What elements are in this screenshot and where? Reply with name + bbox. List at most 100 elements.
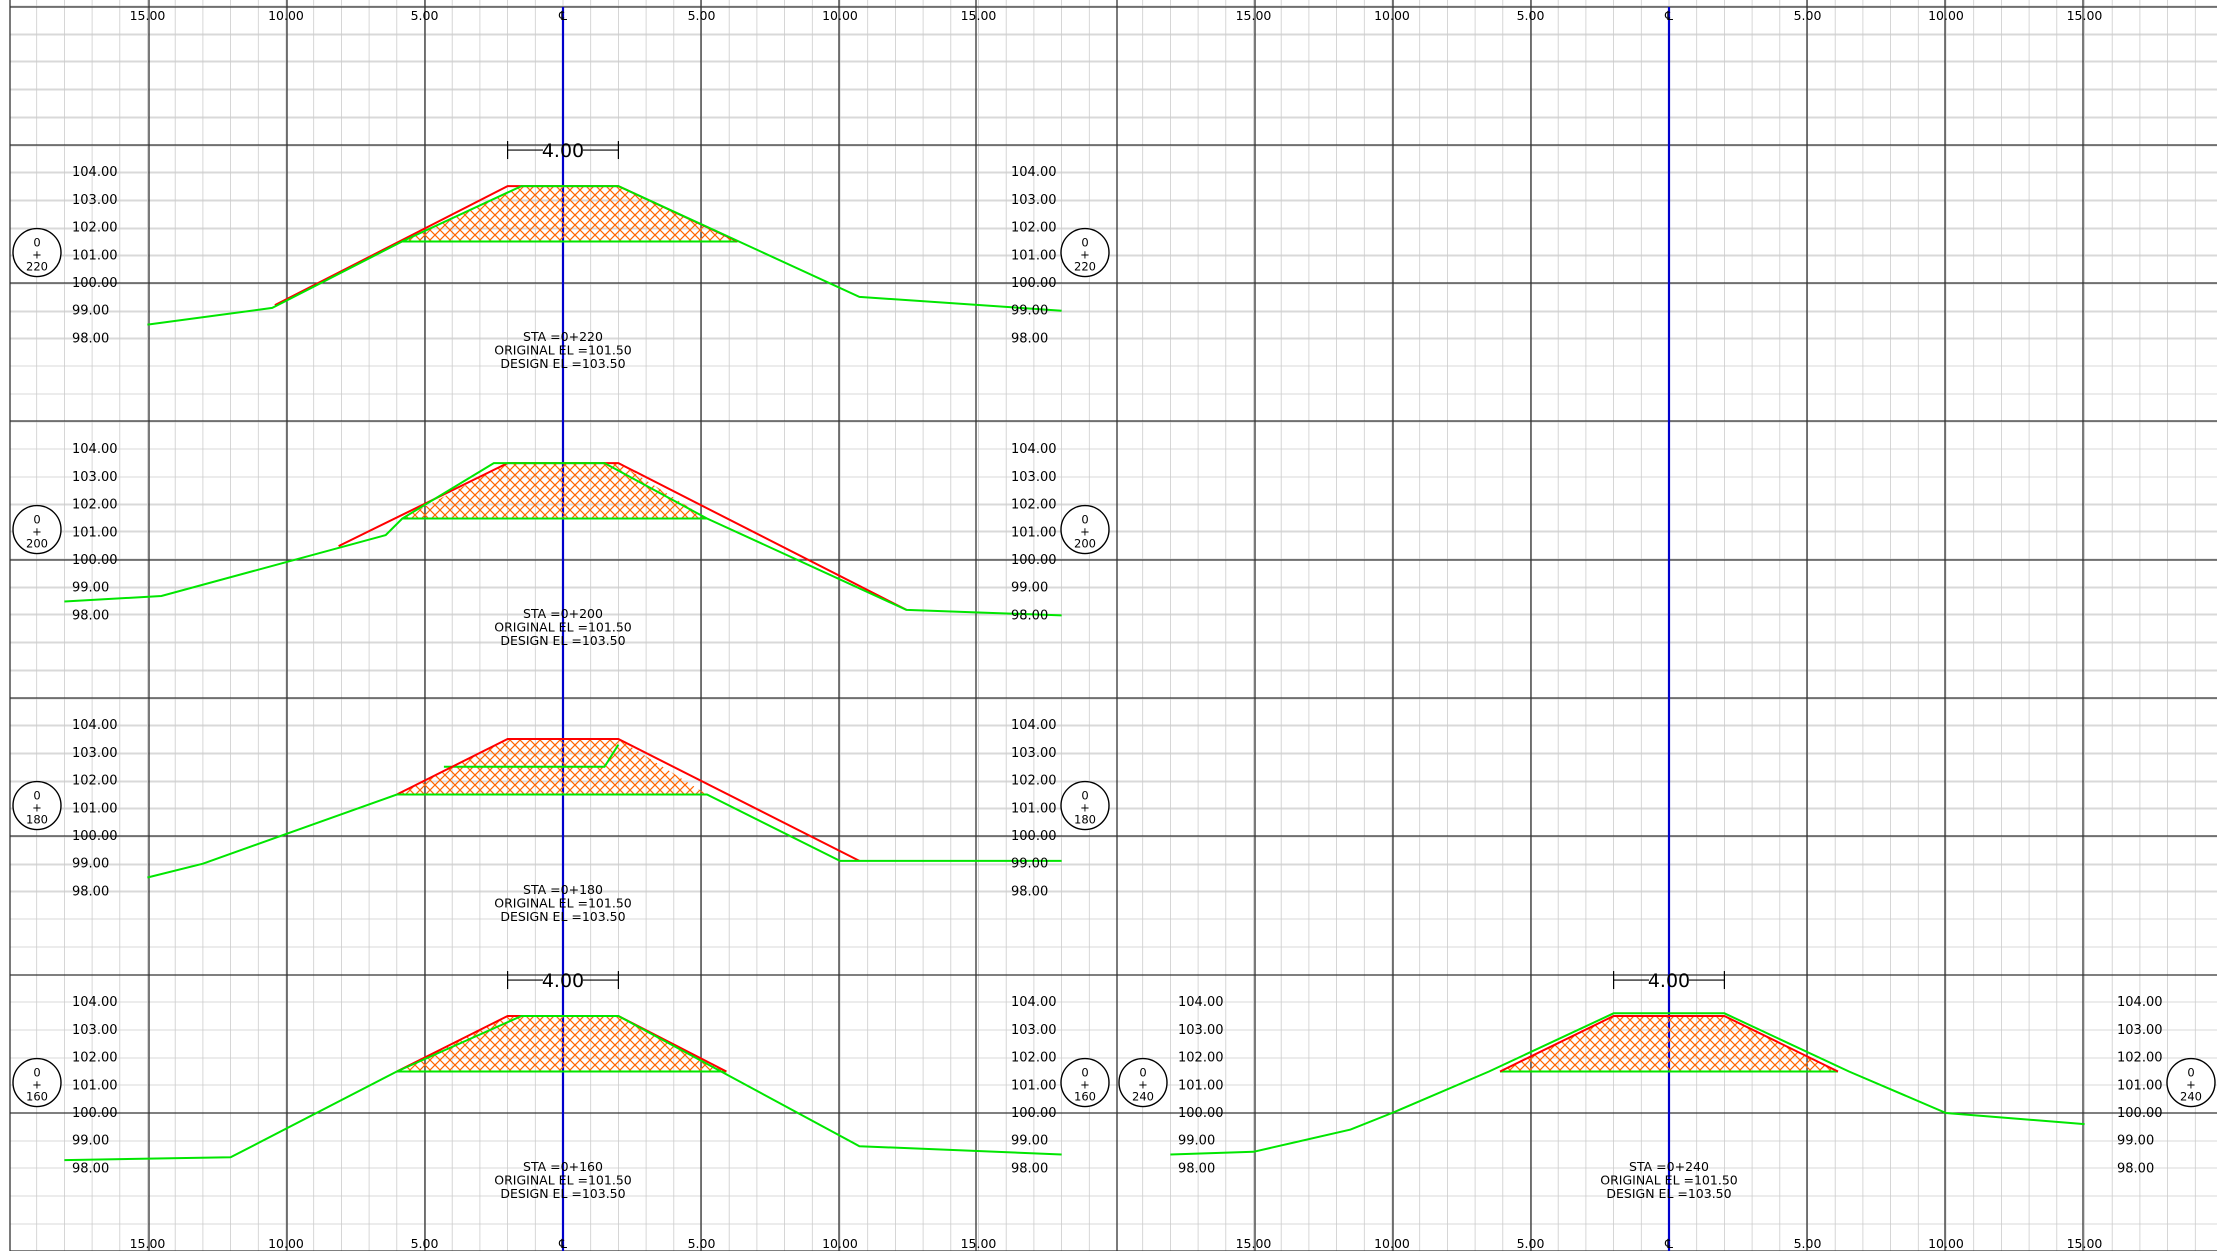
station-bubble-top: 0 [1081, 236, 1088, 250]
inner-bench-line [443, 744, 620, 768]
section-info-line: DESIGN EL =103.50 [500, 633, 625, 648]
offset-scale-label-top: 5.00 [1517, 8, 1545, 23]
station-bubble [12, 1057, 62, 1108]
station-bubble-bottom: 200 [1074, 537, 1096, 551]
offset-scale-label-bottom: 10.00 [1374, 1236, 1410, 1251]
original-ground-line [64, 1015, 1062, 1162]
elevation-label-left: 104.00 [72, 718, 118, 733]
station-bubble [1060, 227, 1110, 278]
offset-scale-label-bottom: 15.00 [2067, 1236, 2103, 1251]
station-bubble-top: 0 [1081, 513, 1088, 527]
station-bubble-top: 0 [33, 1066, 40, 1080]
elevation-label-right: 98.00 [2117, 1161, 2154, 1176]
offset-scale-label-bottom: 5.00 [1794, 1236, 1822, 1251]
elevation-label-left: 100.00 [72, 553, 118, 568]
station-bubble-top: 0 [1081, 1066, 1088, 1080]
elevation-label-right: 103.00 [1011, 746, 1057, 761]
elevation-label-left: 101.00 [72, 1078, 118, 1093]
elevation-label-right: 104.00 [2117, 995, 2163, 1010]
elevation-label-right: 101.00 [1011, 1078, 1057, 1093]
section-info-line: ORIGINAL EL =101.50 [494, 1173, 632, 1188]
original-ground-line [147, 185, 1062, 326]
offset-scale-label-top: 15.00 [961, 8, 997, 23]
major-grid [9, 0, 2217, 1251]
elevation-label-right: 100.00 [2117, 1106, 2163, 1121]
elevation-label-right: 102.00 [1011, 221, 1057, 236]
design-section-line [396, 738, 860, 862]
offset-scale-label-top: 5.00 [688, 8, 716, 23]
section-info-line: STA =0+160 [523, 1159, 603, 1174]
offset-scale-label-bottom: 10.00 [822, 1236, 858, 1251]
offset-scale-label-bottom: 10.00 [1928, 1236, 1964, 1251]
elevation-label-right: 103.00 [1011, 1023, 1057, 1038]
offset-scale-label-bottom: 5.00 [1517, 1236, 1545, 1251]
elevation-label-left: 104.00 [72, 995, 118, 1010]
station-bubble-mid: + [32, 1078, 42, 1092]
elevation-label-right: 102.00 [1011, 498, 1057, 513]
elevation-label-left: 104.00 [72, 165, 118, 180]
elevation-label-left: 98.00 [72, 608, 109, 623]
offset-scale-label-top: 10.00 [1374, 8, 1410, 23]
top-width-dimension-label: 4.00 [542, 970, 584, 992]
elevation-label-left: 99.00 [72, 1134, 109, 1149]
elevation-label-left: 101.00 [72, 801, 118, 816]
fill-area [402, 186, 738, 242]
station-bubble [12, 780, 62, 831]
station-bubble-mid: + [32, 248, 42, 262]
elevation-label-right: 99.00 [1011, 304, 1048, 319]
offset-scale-label-top: 15.00 [1236, 8, 1272, 23]
section-info-line: STA =0+220 [523, 329, 603, 344]
section-info-line: STA =0+180 [523, 882, 603, 897]
offset-scale-label-top: 10.00 [1928, 8, 1964, 23]
offset-scale-label-bottom: 15.00 [1236, 1236, 1272, 1251]
station-bubble-top: 0 [2187, 1066, 2194, 1080]
section-0+160: 104.00 104.00 103.00 103.00 102.00 102.00 101.… [12, 970, 1110, 1201]
elevation-label-left: 100.00 [72, 1106, 118, 1121]
elevation-label-left: 100.00 [72, 829, 118, 844]
station-bubble-top: 0 [33, 236, 40, 250]
elevation-label-right: 98.00 [1011, 331, 1048, 346]
section-info-line: DESIGN EL =103.50 [500, 356, 625, 371]
offset-scale-label-top: 5.00 [1794, 8, 1822, 23]
station-bubble-mid: + [2186, 1078, 2196, 1092]
elevation-label-left: 99.00 [72, 581, 109, 596]
station-bubble [1118, 1057, 1168, 1108]
elevation-label-right: 102.00 [2117, 1051, 2163, 1066]
elevation-label-left: 98.00 [72, 331, 109, 346]
station-bubble-mid: + [1080, 248, 1090, 262]
station-bubble [12, 504, 62, 555]
elevation-label-left: 98.00 [72, 884, 109, 899]
section-0+240: 104.00 104.00 103.00 103.00 102.00 102.00 101.… [1118, 970, 2216, 1201]
elevation-label-right: 99.00 [1011, 1134, 1048, 1149]
elevation-label-left: 99.00 [1178, 1134, 1215, 1149]
offset-scale-label-top: 5.00 [411, 8, 439, 23]
section-info-line: ORIGINAL EL =101.50 [1600, 1173, 1738, 1188]
elevation-label-left: 101.00 [72, 525, 118, 540]
elevation-label-left: 104.00 [72, 442, 118, 457]
station-bubble-bottom: 180 [1074, 813, 1096, 827]
elevation-label-right: 102.00 [1011, 774, 1057, 789]
station-bubble-bottom: 200 [26, 537, 48, 551]
section-info-line: STA =0+200 [523, 606, 603, 621]
elevation-label-right: 100.00 [1011, 829, 1057, 844]
elevation-label-right: 99.00 [1011, 581, 1048, 596]
offset-scale-label-top: 15.00 [2067, 8, 2103, 23]
station-bubble-mid: + [1080, 801, 1090, 815]
design-section-line [1499, 1015, 1839, 1073]
elevation-label-left: 100.00 [72, 276, 118, 291]
offset-scale-label-bottom: 15.00 [961, 1236, 997, 1251]
section-0+220: 104.00 104.00 103.00 103.00 102.00 102.00 101.… [12, 140, 1110, 371]
offset-scale-label-top: ℄ [1664, 8, 1673, 23]
station-bubble-mid: + [1080, 525, 1090, 539]
station-bubble-top: 0 [1081, 789, 1088, 803]
elevation-label-right: 101.00 [1011, 525, 1057, 540]
station-bubble [12, 227, 62, 278]
elevation-label-left: 103.00 [72, 470, 118, 485]
station-bubble-bottom: 160 [1074, 1090, 1096, 1104]
station-bubble-mid: + [1080, 1078, 1090, 1092]
elevation-label-left: 102.00 [72, 498, 118, 513]
elevation-label-left: 99.00 [72, 304, 109, 319]
elevation-label-right: 100.00 [1011, 553, 1057, 568]
elevation-label-left: 102.00 [72, 221, 118, 236]
